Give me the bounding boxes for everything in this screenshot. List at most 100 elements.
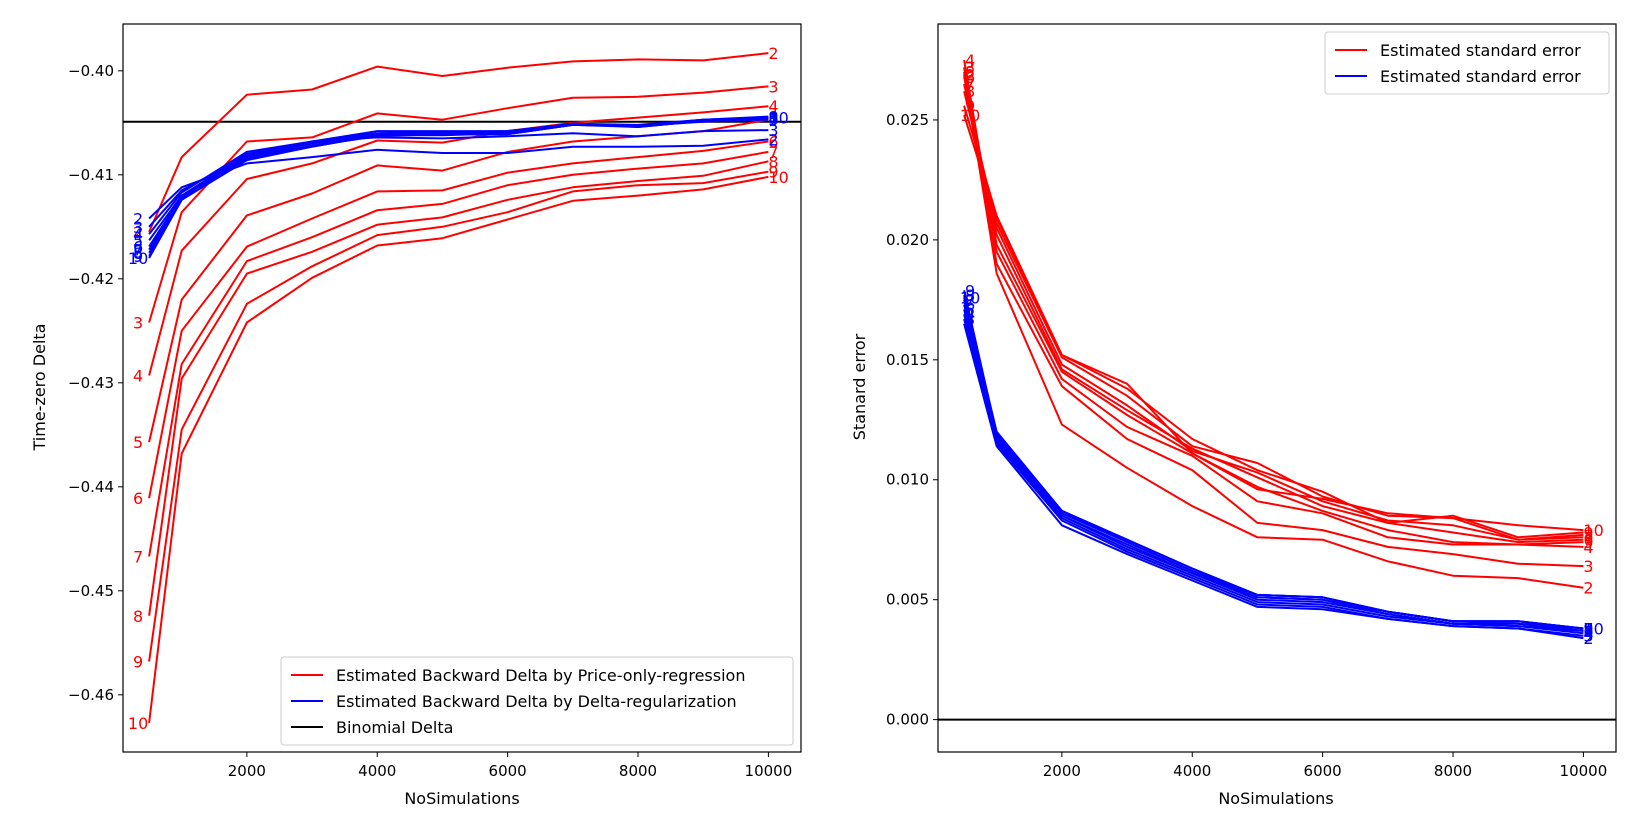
left-series-start-label: 2 bbox=[133, 209, 143, 228]
right-series-start-label: 4 bbox=[965, 305, 975, 324]
left-series-start-label: 9 bbox=[133, 247, 143, 266]
left-series-line-red-2 bbox=[148, 52, 769, 233]
right-y-axis-label: Stanard error bbox=[850, 333, 869, 440]
right-series-end-label: 9 bbox=[1583, 619, 1593, 638]
right-y-tick-label: 0.005 bbox=[886, 591, 929, 609]
right-series-start-label: 10 bbox=[960, 106, 980, 125]
right-series-end-label: 5 bbox=[1583, 533, 1593, 552]
right-series-start-label: 5 bbox=[965, 63, 975, 82]
right-series-start-label: 8 bbox=[965, 286, 975, 305]
right-series-start-label: 10 bbox=[960, 288, 980, 307]
left-series-start-label: 10 bbox=[128, 249, 148, 268]
right-series-line-red-10 bbox=[963, 114, 1584, 532]
left-series-end-label: 5 bbox=[768, 111, 778, 130]
right-series-start-label: 6 bbox=[965, 296, 975, 315]
right-chart-panel: NoSimulations Stanard error 223344556677… bbox=[850, 23, 1617, 808]
right-series-line-red-3 bbox=[963, 67, 1584, 568]
left-series-start-label: 8 bbox=[133, 607, 143, 626]
right-series-end-label: 7 bbox=[1583, 528, 1593, 547]
left-series-start-label: 6 bbox=[133, 489, 143, 508]
left-series-start-label: 3 bbox=[133, 218, 143, 237]
right-series-end-label: 5 bbox=[1583, 622, 1593, 641]
left-plot-frame bbox=[122, 23, 802, 753]
left-series-start-label: 5 bbox=[133, 433, 143, 452]
right-series-start-label: 9 bbox=[965, 281, 975, 300]
right-series-start-label: 7 bbox=[965, 291, 975, 310]
left-series-start-label: 4 bbox=[133, 225, 143, 244]
right-series-end-label: 2 bbox=[1583, 579, 1593, 598]
right-series-start-label: 3 bbox=[965, 58, 975, 77]
right-legend-label: Estimated standard error bbox=[1380, 41, 1581, 60]
left-series-end-label: 3 bbox=[768, 77, 778, 96]
left-series-end-label: 3 bbox=[768, 121, 778, 140]
right-series-start-label: 5 bbox=[965, 300, 975, 319]
right-series-start-label: 9 bbox=[965, 97, 975, 116]
right-y-tick-label: 0.015 bbox=[886, 351, 929, 369]
left-series-line-red-7 bbox=[148, 150, 769, 557]
left-series-end-label: 10 bbox=[768, 168, 788, 187]
left-series-start-label: 8 bbox=[133, 244, 143, 263]
left-y-tick-label: −0.40 bbox=[68, 62, 114, 80]
right-legend: Estimated standard error Estimated standa… bbox=[1324, 31, 1610, 95]
right-series-end-label: 6 bbox=[1583, 531, 1593, 550]
left-y-tick-label: −0.41 bbox=[68, 166, 114, 184]
left-series-end-label: 6 bbox=[768, 133, 778, 152]
right-legend-box bbox=[1324, 31, 1610, 95]
right-series-end-label: 4 bbox=[1583, 624, 1593, 643]
right-x-tick-label: 8000 bbox=[1434, 762, 1472, 780]
right-series-line-red-6 bbox=[963, 76, 1584, 544]
left-y-tick-label: −0.45 bbox=[68, 582, 114, 600]
left-series-end-label: 4 bbox=[768, 97, 778, 116]
right-series-line-blue-10 bbox=[963, 297, 1584, 630]
right-legend-label: Estimated standard error bbox=[1380, 67, 1581, 86]
left-x-tick-label: 4000 bbox=[358, 762, 396, 780]
left-series-end-label: 2 bbox=[768, 130, 778, 149]
left-x-tick-label: 8000 bbox=[619, 762, 657, 780]
right-series-end-label: 10 bbox=[1583, 521, 1603, 540]
right-series-end-label: 6 bbox=[1583, 622, 1593, 641]
left-series-start-label: 5 bbox=[133, 231, 143, 250]
left-legend-label: Estimated Backward Delta by Delta-regula… bbox=[336, 692, 737, 711]
left-series-end-label: 9 bbox=[768, 108, 778, 127]
right-series-start-label: 2 bbox=[965, 65, 975, 84]
right-series-end-label: 8 bbox=[1583, 526, 1593, 545]
left-y-tick-label: −0.46 bbox=[68, 686, 114, 704]
right-series-end-label: 10 bbox=[1583, 619, 1603, 638]
left-series-end-label: 2 bbox=[768, 44, 778, 63]
right-series-line-red-4 bbox=[963, 59, 1584, 548]
right-series-start-label: 3 bbox=[965, 310, 975, 329]
left-y-axis-label: Time-zero Delta bbox=[30, 324, 49, 452]
right-series-end-label: 7 bbox=[1583, 619, 1593, 638]
right-series-end-label: 2 bbox=[1583, 629, 1593, 648]
right-x-tick-label: 4000 bbox=[1173, 762, 1211, 780]
right-series-end-label: 3 bbox=[1583, 557, 1593, 576]
right-x-axis-label: NoSimulations bbox=[1218, 789, 1333, 808]
left-series-end-label: 8 bbox=[768, 152, 778, 171]
right-series-line-red-7 bbox=[963, 83, 1584, 541]
left-series-end-label: 5 bbox=[768, 111, 778, 130]
left-series-line-red-9 bbox=[148, 170, 769, 662]
left-series-start-label: 2 bbox=[133, 223, 143, 242]
left-y-tick-label: −0.43 bbox=[68, 374, 114, 392]
left-series-start-label: 7 bbox=[133, 241, 143, 260]
left-series-end-label: 6 bbox=[768, 109, 778, 128]
left-series-line-red-8 bbox=[148, 160, 769, 616]
left-series-line-red-10 bbox=[148, 175, 769, 724]
left-series-start-label: 4 bbox=[133, 367, 143, 386]
right-x-tick-label: 2000 bbox=[1043, 762, 1081, 780]
left-legend: Estimated Backward Delta by Price-only-r… bbox=[280, 656, 794, 746]
left-x-axis-label: NoSimulations bbox=[404, 789, 519, 808]
left-series-end-label: 7 bbox=[768, 110, 778, 129]
left-series-line-blue-10 bbox=[148, 116, 769, 259]
right-series-start-label: 6 bbox=[965, 68, 975, 87]
left-series-start-label: 6 bbox=[133, 238, 143, 257]
left-y-tick-label: −0.42 bbox=[68, 270, 114, 288]
left-y-tick-label: −0.44 bbox=[68, 478, 114, 496]
right-y-tick-label: 0.000 bbox=[886, 711, 929, 729]
left-series-start-label: 3 bbox=[133, 313, 143, 332]
left-x-tick-label: 6000 bbox=[489, 762, 527, 780]
right-series-line-red-8 bbox=[963, 90, 1584, 541]
right-plot-frame bbox=[937, 23, 1617, 753]
right-series-start-label: 8 bbox=[965, 82, 975, 101]
right-y-tick-label: 0.010 bbox=[886, 471, 929, 489]
